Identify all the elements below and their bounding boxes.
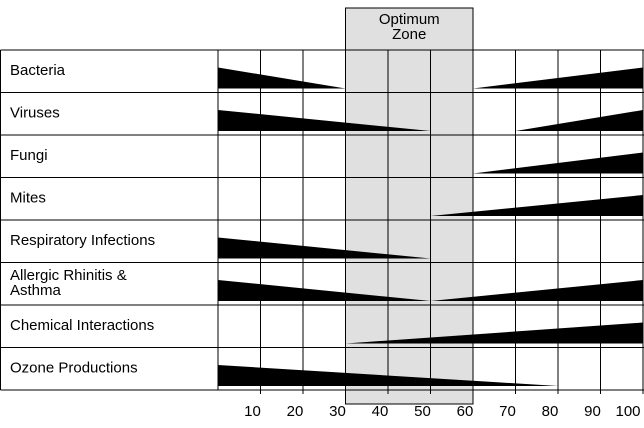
row-label: Asthma: [10, 282, 62, 299]
row-label: Fungi: [10, 147, 48, 164]
row-label: Respiratory Infections: [10, 232, 155, 249]
x-tick-label: 40: [372, 403, 389, 420]
row-label: Viruses: [10, 105, 60, 122]
x-tick-label: 30: [329, 403, 346, 420]
x-tick-label: 20: [287, 403, 304, 420]
zone-label: Optimum: [379, 11, 440, 28]
wedge: [345, 322, 643, 344]
wedge: [218, 110, 431, 131]
row-label: Allergic Rhinitis &: [10, 267, 127, 284]
wedge: [473, 67, 643, 89]
x-tick-label: 100: [615, 403, 640, 420]
wedge: [430, 280, 643, 301]
row-label: Mites: [10, 190, 46, 207]
wedge: [218, 365, 558, 386]
optimum-zone: [345, 7, 474, 405]
row-label: Chemical Interactions: [10, 317, 154, 334]
wedge: [473, 152, 643, 174]
wedge: [218, 237, 431, 259]
wedge: [430, 195, 643, 216]
zone-label: Zone: [392, 26, 426, 43]
x-tick-label: 60: [457, 403, 474, 420]
x-tick-label: 50: [414, 403, 431, 420]
x-tick-label: 10: [244, 403, 261, 420]
x-tick-label: 80: [542, 403, 559, 420]
wedge: [515, 110, 643, 131]
x-tick-label: 90: [584, 403, 601, 420]
wedge: [218, 280, 431, 301]
row-label: Bacteria: [10, 62, 66, 79]
wedge: [218, 67, 346, 89]
x-tick-label: 70: [499, 403, 516, 420]
row-label: Ozone Productions: [10, 360, 138, 377]
